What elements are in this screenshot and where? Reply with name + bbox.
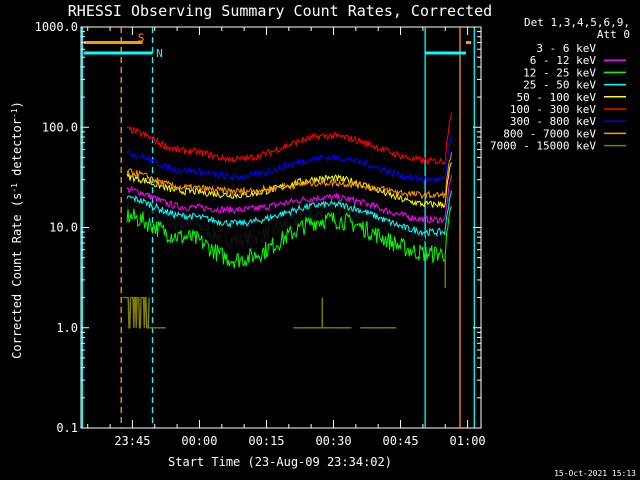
axis-ticks: 23:45 00:00 00:15 00:30 00:45 01:00 1000.0 100.…: [35, 20, 486, 448]
legend-label: 6 - 12 keV: [530, 54, 597, 67]
series-line-1: [126, 175, 452, 224]
legend-label: 100 - 300 keV: [510, 103, 596, 116]
night-marker-label: N: [156, 47, 163, 60]
y-tick-label: 0.1: [56, 421, 78, 435]
series-line-2: [126, 206, 452, 269]
x-tick-label: 00:45: [382, 434, 418, 448]
interval-markers: SN: [81, 27, 475, 428]
legend-label: 50 - 100 keV: [517, 91, 597, 104]
chart-title: RHESSI Observing Summary Count Rates, Co…: [68, 2, 492, 20]
legend-label: 3 - 6 keV: [536, 42, 596, 55]
x-tick-label: 01:00: [450, 434, 486, 448]
y-label-end: ): [10, 101, 24, 108]
plot-frame: [80, 26, 482, 429]
series-line-6: [126, 135, 452, 183]
y-tick-label: 1000.0: [35, 20, 78, 34]
series-lines: [122, 112, 452, 329]
legend-label: 25 - 50 keV: [523, 79, 596, 92]
series-line-4: [126, 162, 452, 209]
x-tick-label: 00:15: [248, 434, 284, 448]
saa-marker-label: S: [138, 32, 145, 45]
x-tick-label: 00:30: [315, 434, 351, 448]
y-tick-label: 10.0: [49, 221, 78, 235]
x-tick-label: 23:45: [114, 434, 150, 448]
timestamp: 15-Oct-2021 15:13: [554, 469, 636, 478]
y-axis-label: Corrected Count Rate (s-1 detector-1): [10, 101, 25, 359]
legend-header-2: Att 0: [597, 28, 630, 41]
legend-label: 12 - 25 keV: [523, 66, 596, 79]
y-label-main: Corrected Count Rate (s: [10, 193, 24, 359]
y-tick-label: 100.0: [42, 120, 78, 134]
y-label-sup2: -1: [10, 108, 19, 118]
x-axis-label: Start Time (23-Aug-09 23:34:02): [168, 455, 392, 469]
series-line-3: [126, 190, 452, 237]
legend-label: 800 - 7000 keV: [503, 127, 596, 140]
series-line-8: [122, 253, 446, 329]
y-label-mid: detector: [10, 118, 24, 183]
y-label-sup1: -1: [10, 183, 19, 193]
plot-border: [80, 26, 482, 429]
legend-header-1: Det 1,3,4,5,6,9,: [524, 16, 630, 29]
legend-label: 7000 - 15000 keV: [490, 140, 596, 153]
series-line-5: [126, 112, 452, 166]
series-line-7: [126, 152, 452, 200]
y-tick-label: 1.0: [56, 321, 78, 335]
x-tick-label: 00:00: [181, 434, 217, 448]
legend-label: 300 - 800 keV: [510, 115, 596, 128]
